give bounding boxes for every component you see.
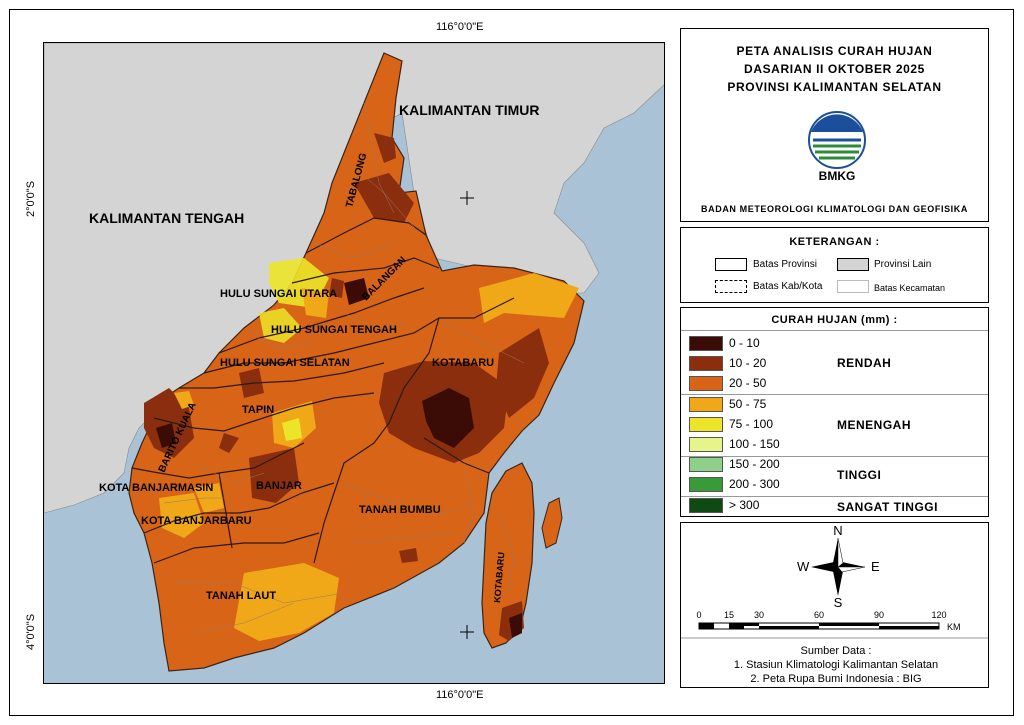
rainfall-map[interactable]: KALIMANTAN TIMUR KALIMANTAN TENGAH TABAL… — [44, 43, 665, 684]
batas-kecamatan-symbol — [837, 280, 869, 293]
category-rendah: RENDAH — [837, 356, 892, 370]
rainfall-class-label: 50 - 75 — [729, 396, 767, 411]
rainfall-legend-panel: CURAH HUJAN (mm) : 0 - 10 10 - 20 20 - 50 5… — [680, 307, 989, 517]
compass-e: E — [871, 559, 880, 574]
label-kalteng: KALIMANTAN TENGAH — [89, 210, 244, 226]
north-arrow-icon — [811, 537, 866, 596]
rainfall-class-label: 100 - 150 — [729, 437, 780, 451]
scale-tick-15: 15 — [724, 610, 734, 620]
rainfall-class-label: > 300 — [729, 497, 760, 512]
map-frame[interactable]: KALIMANTAN TIMUR KALIMANTAN TENGAH TABAL… — [43, 42, 665, 684]
rainfall-class-swatch — [689, 356, 723, 372]
left-latitude-2s: 2°0'0"S — [25, 180, 37, 218]
pulau-sebuku-island — [541, 497, 563, 549]
bottom-longitude-label: 116°0'0"E — [436, 689, 484, 701]
label-kaltim: KALIMANTAN TIMUR — [399, 102, 540, 118]
graticule-crosses — [460, 191, 474, 639]
source-line2: 2. Peta Rupa Bumi Indonesia : BIG — [750, 673, 921, 685]
label-kotabaru: KOTABARU — [432, 357, 494, 369]
left-latitude-4s: 4°0'0"S — [25, 613, 37, 651]
scale-tick-90: 90 — [874, 610, 884, 620]
batas-provinsi-label: Batas Provinsi — [753, 259, 817, 270]
agency-name: BADAN METEOROLOGI KLIMATOLOGI DAN GEOFIS… — [701, 204, 968, 214]
label-kotabaru-island: KOTABARU — [492, 552, 506, 604]
batas-kab-symbol — [715, 280, 747, 293]
rainfall-class-swatch — [689, 376, 723, 392]
rainfall-class-swatch — [689, 457, 723, 473]
compass-s: S — [834, 595, 843, 610]
map-title-line3: PROVINSI KALIMANTAN SELATAN — [727, 80, 942, 94]
label-hst: HULU SUNGAI TENGAH — [271, 324, 397, 336]
provinsi-lain-label: Provinsi Lain — [874, 259, 932, 270]
legend-panel: KETERANGAN : Batas Provinsi Provinsi Lai… — [680, 227, 989, 303]
rainfall-class-swatch — [689, 336, 723, 351]
rainfall-class-label: 10 - 20 — [729, 356, 767, 371]
kecamatan-boundaries — [163, 102, 525, 634]
label-tanah-laut: TANAH LAUT — [206, 590, 276, 602]
rainfall-class-swatch — [689, 477, 723, 493]
bmkg-logo: BMKG — [807, 110, 867, 183]
map-sheet-border — [9, 9, 1014, 716]
map-title-line2: DASARIAN II OKTOBER 2025 — [744, 62, 925, 76]
map-title-line1: PETA ANALISIS CURAH HUJAN — [736, 44, 933, 58]
legend-title: KETERANGAN : — [789, 236, 880, 248]
scale-tick-120: 120 — [931, 610, 946, 620]
top-longitude-label: 116°0'0"E — [436, 21, 484, 33]
compass-w: W — [797, 559, 810, 574]
batas-provinsi-symbol — [715, 258, 747, 271]
category-sangat-tinggi: SANGAT TINGGI — [837, 500, 938, 514]
batas-kecamatan-label: Batas Kecamatan — [874, 283, 946, 293]
rainfall-class-label: 200 - 300 — [729, 477, 780, 492]
rainfall-class-label: 0 - 10 — [729, 336, 760, 350]
source-line1: 1. Stasiun Klimatologi Kalimantan Selata… — [734, 659, 938, 671]
label-banjarmasin: KOTA BANJARMASIN — [99, 482, 213, 494]
scale-tick-0: 0 — [696, 610, 701, 620]
compass-n: N — [833, 523, 842, 538]
kabupaten-boundaries — [131, 217, 515, 564]
rainfall-class-swatch — [689, 497, 723, 513]
compass-scale-graphic: N S E W 0 15 30 60 90 120 KM Sumber Data… — [681, 523, 988, 685]
rainfall-legend-title: CURAH HUJAN (mm) : — [771, 314, 898, 326]
provinsi-lain-symbol — [837, 258, 869, 271]
kalsel-mainland — [128, 52, 585, 672]
scale-tick-30: 30 — [754, 610, 764, 620]
label-tanah-bumbu: TANAH BUMBU — [359, 504, 441, 516]
separator-tinggi — [681, 496, 988, 497]
rainfall-class-swatch — [689, 416, 723, 432]
label-hss: HULU SUNGAI SELATAN — [220, 357, 350, 369]
category-tinggi: TINGGI — [837, 468, 882, 482]
scale-unit: KM — [947, 622, 961, 632]
scale-bar — [698, 622, 940, 630]
source-title: Sumber Data : — [801, 645, 872, 657]
title-panel: PETA ANALISIS CURAH HUJAN DASARIAN II OK… — [680, 28, 989, 222]
rainfall-class-label: 75 - 100 — [729, 416, 774, 431]
svg-text:BMKG: BMKG — [819, 169, 856, 182]
label-banjarbaru: KOTA BANJARBARU — [141, 515, 252, 527]
rainfall-legend-separator — [681, 330, 988, 331]
rainfall-class-swatch — [689, 437, 723, 452]
category-menengah: MENENGAH — [837, 418, 912, 432]
label-tapin: TAPIN — [242, 404, 274, 416]
rainfall-class-label: 20 - 50 — [729, 376, 767, 391]
compass-panel: N S E W 0 15 30 60 90 120 KM Sumber Data… — [680, 522, 989, 688]
separator-rendah — [681, 394, 988, 395]
label-hsu: HULU SUNGAI UTARA — [220, 288, 337, 300]
bmkg-logo-icon: BMKG — [808, 111, 866, 183]
label-banjar: BANJAR — [256, 480, 302, 492]
separator-menengah — [681, 456, 988, 457]
batas-kab-label: Batas Kab/Kota — [753, 281, 823, 292]
rainfall-class-label: 150 - 200 — [729, 457, 780, 472]
rainfall-class-swatch — [689, 396, 723, 412]
scale-tick-60: 60 — [814, 610, 824, 620]
